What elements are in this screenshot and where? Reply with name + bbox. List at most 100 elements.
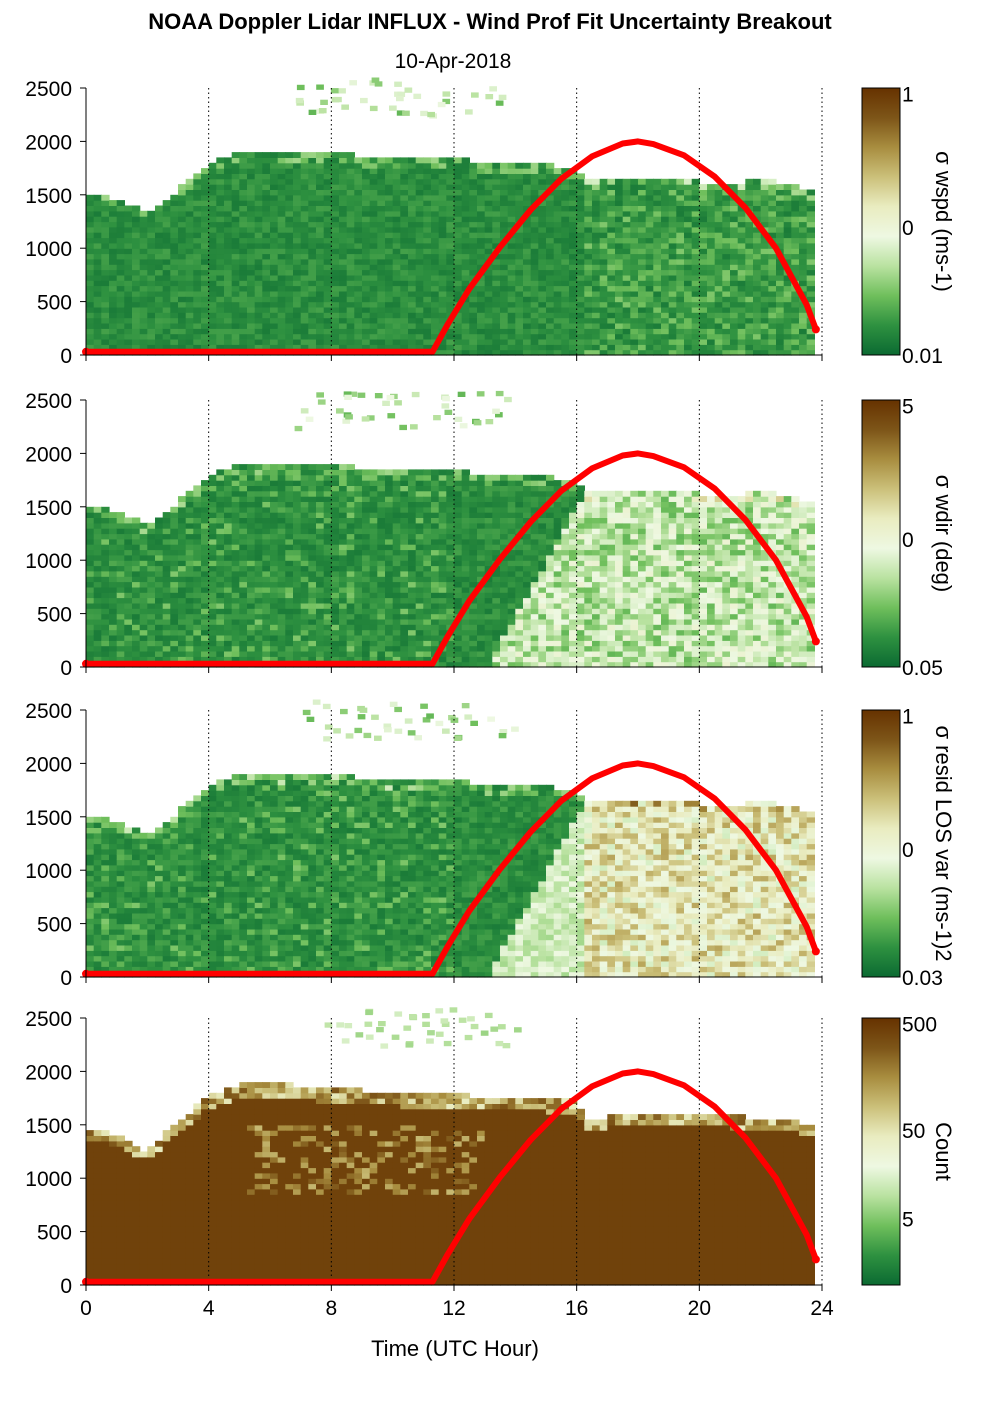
heatmap-cell xyxy=(109,242,118,249)
heatmap-cell xyxy=(377,651,386,657)
heatmap-cell xyxy=(753,285,762,292)
heatmap-cell xyxy=(653,248,662,255)
heatmap-cell xyxy=(684,226,693,233)
heatmap-cell xyxy=(93,517,102,524)
heatmap-cell xyxy=(423,328,432,335)
heatmap-cell xyxy=(270,253,279,260)
heatmap-cell xyxy=(569,344,578,351)
heatmap-cell xyxy=(638,301,647,308)
heatmap-cell xyxy=(377,517,386,524)
heatmap-cell xyxy=(584,264,593,271)
heatmap-cell xyxy=(285,232,294,239)
heatmap-cell xyxy=(208,538,217,545)
heatmap-cell xyxy=(722,317,731,324)
heatmap-cell xyxy=(546,264,555,271)
heatmap-cell xyxy=(699,306,708,313)
heatmap-cell xyxy=(423,576,432,583)
heatmap-cell xyxy=(346,640,355,647)
heatmap-cell xyxy=(216,538,225,545)
heatmap-cell xyxy=(661,328,670,335)
heatmap-cell xyxy=(285,538,294,545)
heatmap-cell xyxy=(645,194,654,201)
heatmap-cell xyxy=(93,323,102,329)
heatmap-cell xyxy=(239,608,248,615)
heatmap-cell xyxy=(668,184,677,190)
heatmap-cell xyxy=(760,333,769,340)
heatmap-cell xyxy=(354,640,363,647)
heatmap-cell xyxy=(185,656,194,663)
heatmap-cell xyxy=(431,640,440,647)
heatmap-cell xyxy=(454,210,463,217)
heatmap-cell xyxy=(178,301,187,308)
heatmap-cell xyxy=(592,274,601,281)
heatmap-cell xyxy=(208,480,217,486)
heatmap-cell xyxy=(714,269,723,276)
heatmap-cell xyxy=(484,274,493,281)
heatmap-cell xyxy=(362,285,371,292)
heatmap-cell xyxy=(262,317,271,324)
heatmap-cell xyxy=(162,528,171,535)
heatmap-cell xyxy=(270,576,279,583)
heatmap-cell xyxy=(331,485,340,492)
heatmap-cell xyxy=(408,651,417,657)
heatmap-cell xyxy=(239,296,248,303)
heatmap-cell xyxy=(653,210,662,217)
heatmap-cell xyxy=(722,296,731,303)
heatmap-cell xyxy=(423,323,432,329)
heatmap-cell xyxy=(155,210,164,217)
heatmap-cell xyxy=(339,522,348,529)
heatmap-cell xyxy=(638,210,647,217)
heatmap-cell xyxy=(300,560,309,567)
heatmap-cell xyxy=(231,480,240,486)
heatmap-cell xyxy=(484,312,493,319)
heatmap-cell xyxy=(791,184,800,190)
heatmap-cell xyxy=(239,274,248,281)
heatmap-cell xyxy=(109,237,118,244)
heatmap-cell xyxy=(745,258,754,265)
heatmap-cell xyxy=(415,608,424,615)
heatmap-cell xyxy=(185,232,194,239)
heatmap-cell xyxy=(691,285,700,292)
heatmap-cell xyxy=(362,242,371,249)
heatmap-cell xyxy=(737,184,746,190)
heatmap-cell xyxy=(147,528,156,535)
heatmap-cell xyxy=(477,264,486,271)
heatmap-cell xyxy=(607,269,616,276)
heatmap-cell xyxy=(185,592,194,599)
heatmap-cell xyxy=(93,242,102,249)
heatmap-cell xyxy=(645,248,654,255)
heatmap-cell xyxy=(86,306,95,313)
heatmap-cell xyxy=(760,301,769,308)
heatmap-cell xyxy=(369,178,378,185)
heatmap-cell xyxy=(101,645,110,652)
heatmap-cell xyxy=(147,216,156,223)
heatmap-cell xyxy=(93,312,102,319)
heatmap-cell xyxy=(116,565,125,572)
heatmap-cell xyxy=(546,349,555,356)
heatmap-cell xyxy=(413,93,422,99)
heatmap-cell xyxy=(408,602,417,609)
heatmap-cell xyxy=(285,576,294,583)
heatmap-cell xyxy=(745,269,754,276)
heatmap-cell xyxy=(408,538,417,545)
heatmap-cell xyxy=(630,216,639,223)
heatmap-cell xyxy=(178,576,187,583)
heatmap-cell xyxy=(400,522,409,529)
heatmap-cell xyxy=(300,285,309,292)
heatmap-cell xyxy=(622,269,631,276)
heatmap-cell xyxy=(247,554,256,561)
heatmap-cell xyxy=(300,656,309,663)
heatmap-cell xyxy=(362,269,371,276)
heatmap-cell xyxy=(346,522,355,529)
heatmap-cell xyxy=(745,328,754,335)
heatmap-cell xyxy=(507,237,516,244)
heatmap-cell xyxy=(408,635,417,641)
heatmap-cell xyxy=(231,618,240,625)
heatmap-cell xyxy=(201,522,210,529)
heatmap-cell xyxy=(730,317,739,324)
heatmap-cell xyxy=(139,264,148,271)
heatmap-cell xyxy=(438,651,447,657)
heatmap-cell xyxy=(162,306,171,313)
heatmap-cell xyxy=(339,613,348,620)
heatmap-cell xyxy=(262,565,271,572)
